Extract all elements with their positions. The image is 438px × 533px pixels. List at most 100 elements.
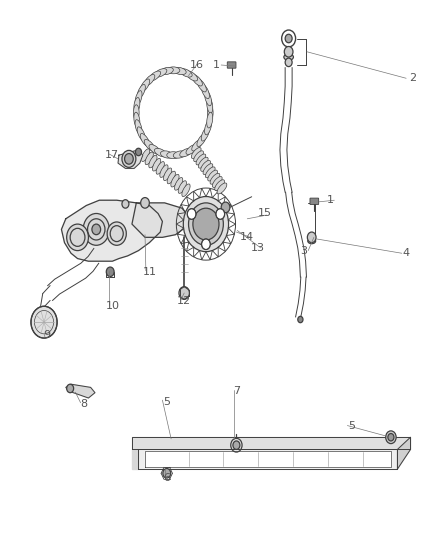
Ellipse shape bbox=[155, 148, 167, 157]
FancyBboxPatch shape bbox=[227, 62, 236, 68]
Text: 10: 10 bbox=[106, 301, 120, 311]
Circle shape bbox=[141, 198, 149, 208]
Ellipse shape bbox=[173, 67, 186, 75]
Text: 12: 12 bbox=[177, 296, 191, 306]
Text: 7: 7 bbox=[233, 386, 240, 396]
Polygon shape bbox=[118, 150, 143, 168]
Ellipse shape bbox=[149, 155, 157, 168]
Text: 4: 4 bbox=[403, 248, 410, 259]
Circle shape bbox=[193, 208, 219, 240]
Circle shape bbox=[122, 150, 136, 167]
Ellipse shape bbox=[134, 98, 140, 113]
Ellipse shape bbox=[145, 152, 153, 165]
Circle shape bbox=[184, 197, 229, 252]
Ellipse shape bbox=[192, 75, 202, 86]
Ellipse shape bbox=[191, 148, 201, 158]
Circle shape bbox=[187, 209, 196, 219]
Text: 1: 1 bbox=[326, 195, 333, 205]
Text: 9: 9 bbox=[43, 330, 51, 341]
Circle shape bbox=[307, 232, 316, 243]
Ellipse shape bbox=[205, 120, 212, 135]
Polygon shape bbox=[145, 451, 391, 467]
Ellipse shape bbox=[160, 67, 173, 75]
Ellipse shape bbox=[186, 144, 198, 155]
Text: 17: 17 bbox=[105, 150, 120, 160]
Circle shape bbox=[284, 46, 293, 57]
Circle shape bbox=[298, 317, 303, 322]
Ellipse shape bbox=[201, 84, 209, 99]
Polygon shape bbox=[132, 203, 188, 237]
Ellipse shape bbox=[182, 184, 190, 197]
Ellipse shape bbox=[201, 127, 209, 141]
Polygon shape bbox=[132, 437, 410, 449]
Ellipse shape bbox=[212, 176, 222, 188]
Ellipse shape bbox=[192, 140, 202, 151]
Circle shape bbox=[124, 154, 133, 164]
Ellipse shape bbox=[141, 149, 150, 161]
Ellipse shape bbox=[160, 151, 173, 158]
Ellipse shape bbox=[173, 151, 186, 158]
Ellipse shape bbox=[155, 69, 167, 77]
Circle shape bbox=[135, 148, 141, 156]
Ellipse shape bbox=[137, 84, 145, 99]
Circle shape bbox=[163, 469, 171, 478]
Ellipse shape bbox=[149, 144, 161, 155]
Ellipse shape bbox=[174, 177, 183, 190]
Ellipse shape bbox=[171, 174, 179, 187]
Polygon shape bbox=[66, 384, 95, 398]
Text: 13: 13 bbox=[251, 243, 265, 253]
Ellipse shape bbox=[217, 183, 227, 194]
Ellipse shape bbox=[167, 171, 175, 184]
Polygon shape bbox=[138, 449, 397, 469]
Text: 8: 8 bbox=[81, 399, 88, 409]
Ellipse shape bbox=[156, 161, 164, 174]
Circle shape bbox=[67, 224, 88, 251]
Ellipse shape bbox=[163, 168, 172, 181]
Text: 1: 1 bbox=[213, 60, 220, 70]
Ellipse shape bbox=[284, 54, 293, 60]
Ellipse shape bbox=[203, 164, 213, 175]
Ellipse shape bbox=[207, 98, 213, 113]
Text: 2: 2 bbox=[409, 73, 416, 83]
Circle shape bbox=[201, 239, 210, 249]
Ellipse shape bbox=[135, 91, 142, 106]
Ellipse shape bbox=[201, 160, 211, 172]
Circle shape bbox=[67, 384, 74, 393]
Circle shape bbox=[107, 222, 126, 245]
Circle shape bbox=[233, 441, 240, 449]
Text: 6: 6 bbox=[163, 473, 170, 482]
Ellipse shape bbox=[207, 112, 213, 128]
Circle shape bbox=[179, 287, 189, 300]
Ellipse shape bbox=[144, 140, 155, 151]
Ellipse shape bbox=[134, 112, 140, 128]
Ellipse shape bbox=[197, 134, 206, 147]
Circle shape bbox=[92, 224, 101, 235]
Ellipse shape bbox=[137, 127, 145, 141]
Circle shape bbox=[285, 34, 292, 43]
Circle shape bbox=[122, 200, 129, 208]
Ellipse shape bbox=[194, 151, 204, 161]
Text: 16: 16 bbox=[190, 60, 204, 70]
Ellipse shape bbox=[135, 120, 142, 135]
Circle shape bbox=[83, 214, 110, 245]
Ellipse shape bbox=[308, 238, 316, 244]
Ellipse shape bbox=[208, 170, 218, 181]
Circle shape bbox=[221, 202, 230, 213]
Ellipse shape bbox=[167, 67, 180, 74]
Ellipse shape bbox=[144, 75, 155, 86]
Text: 5: 5 bbox=[348, 421, 355, 431]
Ellipse shape bbox=[215, 180, 225, 191]
Ellipse shape bbox=[149, 71, 161, 81]
Text: 5: 5 bbox=[163, 397, 170, 407]
Ellipse shape bbox=[167, 152, 180, 159]
Text: 15: 15 bbox=[258, 208, 272, 219]
FancyBboxPatch shape bbox=[310, 198, 319, 205]
Ellipse shape bbox=[210, 173, 220, 184]
Circle shape bbox=[285, 58, 292, 67]
Ellipse shape bbox=[205, 167, 215, 178]
Ellipse shape bbox=[140, 79, 150, 92]
Circle shape bbox=[106, 267, 114, 277]
Ellipse shape bbox=[205, 91, 212, 106]
Ellipse shape bbox=[186, 71, 198, 81]
Ellipse shape bbox=[160, 165, 168, 177]
